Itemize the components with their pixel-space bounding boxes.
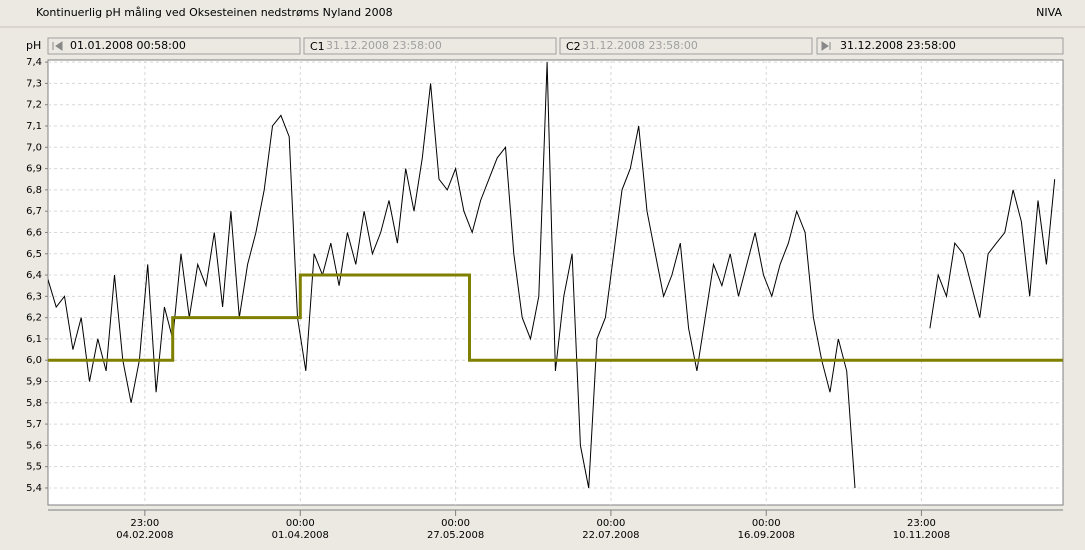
cursor-field[interactable] [303,37,557,55]
icon-last [821,41,831,51]
y-tick-label: 6,3 [26,291,42,302]
data-line [48,273,1063,362]
y-tick-label: 7,1 [26,121,42,132]
y-tick-label: 5,4 [26,483,42,494]
x-tick-label: 23:00 [907,518,936,529]
x-tick-label: 00:00 [286,518,315,529]
x-tick-label: 22.07.2008 [582,530,639,541]
x-tick-label: 00:00 [597,518,626,529]
y-tick-label: 6,7 [26,206,42,217]
source: NIVA [1036,6,1062,19]
y-tick-label: 5,8 [26,398,42,409]
cursor-time: 31.12.2008 23:58:00 [582,39,698,52]
end-field[interactable] [816,37,1064,55]
cursor-time: 31.12.2008 23:58:00 [326,39,442,52]
end-time: 31.12.2008 23:58:00 [840,39,956,52]
y-tick-label: 6,5 [26,249,42,260]
y-tick-label: 6,2 [26,313,42,324]
y-tick-label: 6,0 [26,355,42,366]
x-tick-label: 10.11.2008 [893,530,950,541]
plot-area [47,59,1064,506]
y-axis-label: pH [26,39,41,52]
y-tick-label: 6,8 [26,185,42,196]
y-tick-label: 7,3 [26,78,42,89]
start-time: 01.01.2008 00:58:00 [70,39,186,52]
y-tick-label: 6,9 [26,164,42,175]
chart-title: Kontinuerlig pH måling ved Oksesteinen n… [36,6,393,19]
x-tick-label: 04.02.2008 [116,530,173,541]
y-tick-label: 6,4 [26,270,42,281]
x-tick-label: 01.04.2008 [272,530,329,541]
y-tick-label: 5,9 [26,377,42,388]
icon-first [52,41,63,51]
y-tick-label: 7,0 [26,142,42,153]
x-tick-label: 00:00 [752,518,781,529]
data-line [48,62,1056,489]
y-tick-label: 5,5 [26,462,42,473]
cursor-label: C1 [310,40,325,53]
x-tick-label: 23:00 [130,518,159,529]
plot-layer [48,62,1063,489]
y-tick-label: 7,4 [26,57,42,68]
x-tick-label: 00:00 [441,518,470,529]
y-tick-label: 5,7 [26,419,42,430]
y-tick-label: 5,6 [26,440,42,451]
y-tick-label: 6,1 [26,334,42,345]
y-tick-label: 6,6 [26,227,42,238]
y-tick-label: 7,2 [26,100,42,111]
cursor-field[interactable] [559,37,813,55]
start-field[interactable] [47,37,301,55]
cursor-label: C2 [566,40,581,53]
x-tick-label: 27.05.2008 [427,530,484,541]
x-tick-label: 16.09.2008 [738,530,795,541]
